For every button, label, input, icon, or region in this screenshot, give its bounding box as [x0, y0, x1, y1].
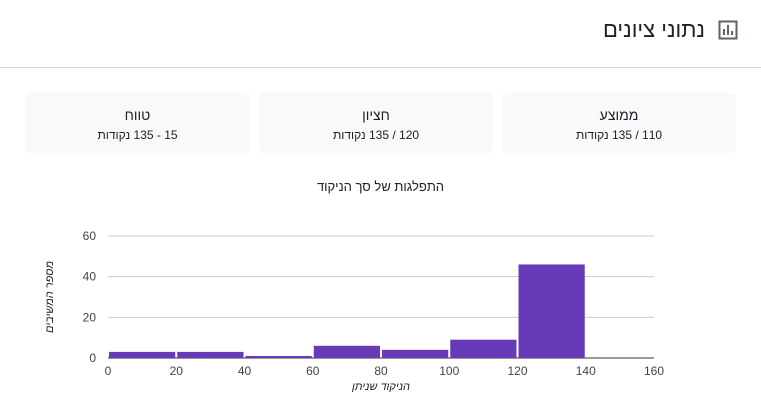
- stat-mean: ממוצע 110 / 135 נקודות: [502, 93, 736, 153]
- header: נתוני ציונים: [0, 0, 761, 68]
- title-wrap: נתוני ציונים: [603, 14, 739, 46]
- bar-0[interactable]: [109, 351, 176, 358]
- x-axis-label: הניקוד שניתן: [351, 381, 410, 393]
- x-tick-6: 120: [507, 364, 527, 378]
- stat-median-value: 120 / 135 נקודות: [332, 128, 420, 142]
- y-axis-label: מספר המשיבים: [44, 261, 56, 333]
- stat-median-label: חציון: [362, 107, 390, 123]
- bar-3[interactable]: [313, 345, 380, 358]
- x-tick-labels: 0 20 40 60 80 100 120 140 160: [105, 364, 665, 378]
- x-tick-3: 60: [306, 364, 320, 378]
- x-tick-1: 20: [170, 364, 184, 378]
- x-tick-2: 40: [238, 364, 252, 378]
- y-tick-1: 20: [83, 310, 97, 324]
- x-tick-5: 100: [439, 364, 459, 378]
- bar-4[interactable]: [382, 349, 449, 358]
- x-tick-7: 140: [576, 364, 596, 378]
- stat-mean-value: 110 / 135 נקודות: [575, 128, 663, 142]
- stat-range-label: טווח: [124, 107, 151, 123]
- stat-median: חציון 120 / 135 נקודות: [259, 93, 493, 153]
- bar-1[interactable]: [177, 351, 244, 358]
- bar-6[interactable]: [518, 264, 585, 358]
- x-tick-4: 80: [374, 364, 388, 378]
- y-tick-3: 60: [83, 229, 97, 243]
- stat-range: טווח 15 - 135 נקודות: [25, 93, 250, 153]
- x-tick-0: 0: [105, 364, 112, 378]
- bar-2[interactable]: [245, 355, 312, 358]
- y-tick-2: 40: [83, 270, 97, 284]
- bar-5[interactable]: [450, 339, 517, 358]
- y-tick-labels: 0 20 40 60: [83, 229, 97, 365]
- y-tick-0: 0: [89, 351, 96, 365]
- page-title: נתוני ציונים: [602, 17, 705, 42]
- x-tick-8: 160: [644, 364, 664, 378]
- bars: [109, 264, 585, 358]
- stat-mean-label: ממוצע: [599, 107, 639, 123]
- bar-chart-icon: [717, 19, 739, 41]
- stat-range-value: 15 - 135 נקודות: [97, 128, 178, 142]
- chart-title: התפלגות של סך הניקוד: [316, 179, 445, 194]
